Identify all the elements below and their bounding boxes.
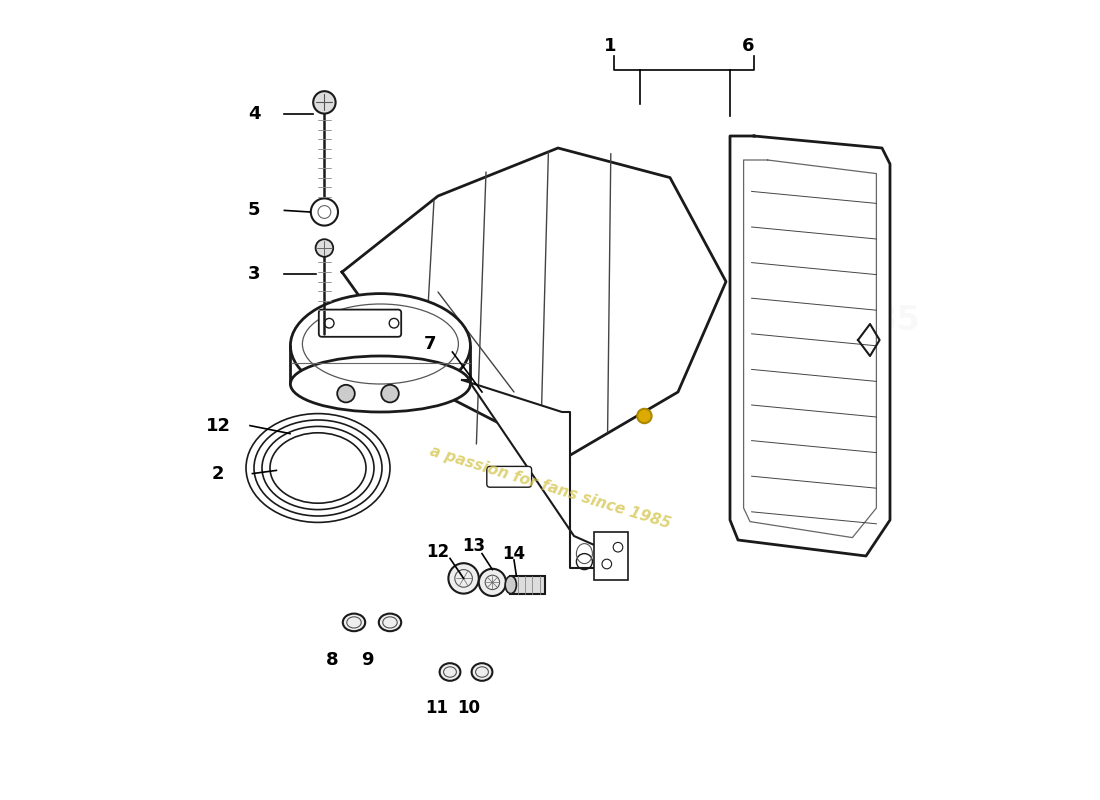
Circle shape — [311, 198, 338, 226]
Text: 1: 1 — [604, 37, 616, 54]
Circle shape — [316, 239, 333, 257]
Ellipse shape — [440, 663, 461, 681]
Circle shape — [637, 409, 651, 423]
Bar — [594, 532, 628, 580]
Text: a passion for fans since 1985: a passion for fans since 1985 — [428, 444, 672, 532]
Ellipse shape — [290, 356, 471, 412]
Text: 4: 4 — [248, 105, 261, 122]
Text: 6: 6 — [742, 37, 755, 54]
Circle shape — [478, 569, 506, 596]
Text: 5: 5 — [248, 202, 261, 219]
Text: 10: 10 — [456, 699, 480, 717]
Polygon shape — [342, 148, 726, 458]
Circle shape — [449, 563, 478, 594]
Ellipse shape — [472, 663, 493, 681]
Text: 12: 12 — [427, 543, 450, 561]
FancyBboxPatch shape — [319, 310, 402, 337]
Text: 11: 11 — [425, 699, 448, 717]
Bar — [510, 576, 546, 594]
Circle shape — [338, 385, 355, 402]
Polygon shape — [462, 380, 610, 568]
Ellipse shape — [290, 294, 471, 398]
Text: 7: 7 — [424, 335, 437, 353]
Circle shape — [314, 91, 336, 114]
Text: EL: EL — [792, 203, 892, 277]
Polygon shape — [730, 136, 890, 556]
Text: 3: 3 — [248, 265, 261, 282]
Text: 9: 9 — [361, 651, 374, 669]
Text: 2: 2 — [211, 465, 224, 482]
Text: 13: 13 — [462, 537, 485, 554]
Text: 8: 8 — [326, 651, 339, 669]
Text: 14: 14 — [503, 545, 526, 562]
Ellipse shape — [505, 576, 516, 594]
Text: 12: 12 — [206, 417, 231, 434]
Ellipse shape — [378, 614, 402, 631]
Text: 1985: 1985 — [827, 303, 921, 337]
Ellipse shape — [343, 614, 365, 631]
FancyBboxPatch shape — [487, 466, 531, 487]
Circle shape — [382, 385, 399, 402]
